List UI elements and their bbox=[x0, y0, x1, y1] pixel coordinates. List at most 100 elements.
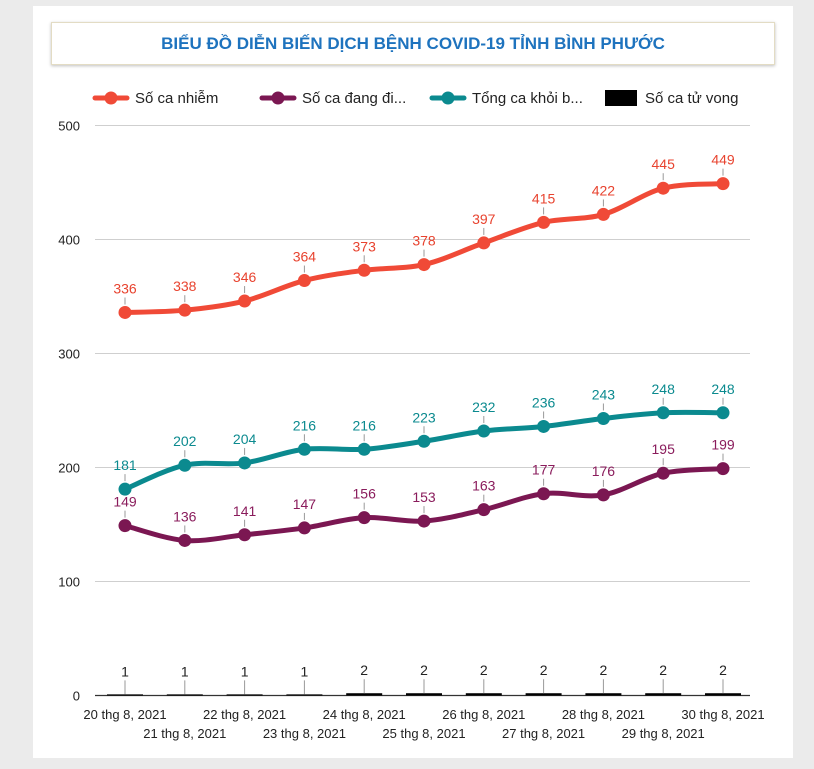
data-label: 216 bbox=[353, 417, 377, 433]
data-label: 1 bbox=[241, 663, 249, 679]
bar-3-1 bbox=[166, 694, 203, 696]
point-0-7 bbox=[537, 215, 551, 229]
data-label: 176 bbox=[592, 463, 616, 479]
data-label: 153 bbox=[412, 489, 436, 505]
point-1-5 bbox=[417, 514, 431, 528]
bar-3-8 bbox=[585, 693, 622, 696]
y-tick-label: 200 bbox=[58, 461, 80, 476]
data-label: 232 bbox=[472, 399, 496, 415]
data-label: 364 bbox=[293, 249, 317, 265]
data-label: 163 bbox=[472, 478, 496, 494]
legend-label-1: Số ca đang đi... bbox=[302, 90, 406, 107]
chart-card bbox=[33, 6, 793, 758]
point-1-9 bbox=[656, 466, 670, 480]
data-label: 202 bbox=[173, 433, 197, 449]
data-label: 204 bbox=[233, 431, 257, 447]
point-1-8 bbox=[596, 488, 610, 502]
bar-3-3 bbox=[286, 694, 323, 696]
data-label: 397 bbox=[472, 211, 496, 227]
data-label: 1 bbox=[121, 663, 129, 679]
point-0-4 bbox=[357, 263, 371, 277]
y-tick-label: 0 bbox=[73, 689, 80, 704]
point-1-3 bbox=[297, 521, 311, 535]
point-0-6 bbox=[477, 236, 491, 250]
x-tick-label: 22 thg 8, 2021 bbox=[203, 707, 286, 722]
x-tick-label: 30 thg 8, 2021 bbox=[681, 707, 764, 722]
data-label: 1 bbox=[301, 663, 309, 679]
point-2-0 bbox=[118, 482, 132, 496]
legend-marker-2 bbox=[441, 91, 455, 105]
point-2-7 bbox=[537, 419, 551, 433]
data-label: 2 bbox=[659, 662, 667, 678]
x-tick-label: 25 thg 8, 2021 bbox=[382, 726, 465, 741]
data-label: 156 bbox=[353, 486, 377, 502]
data-label: 147 bbox=[293, 496, 317, 512]
chart-title-box: BIỂU ĐỒ DIỄN BIẾN DỊCH BỆNH COVID-19 TỈN… bbox=[51, 22, 775, 65]
data-label: 236 bbox=[532, 394, 556, 410]
point-2-5 bbox=[417, 434, 431, 448]
data-label: 223 bbox=[412, 409, 436, 425]
x-tick-label: 28 thg 8, 2021 bbox=[562, 707, 645, 722]
data-label: 445 bbox=[652, 156, 676, 172]
data-label: 336 bbox=[113, 280, 137, 296]
legend-marker-1 bbox=[271, 91, 285, 105]
chart-title: BIỂU ĐỒ DIỄN BIẾN DỊCH BỆNH COVID-19 TỈN… bbox=[161, 33, 665, 53]
data-label: 2 bbox=[719, 662, 727, 678]
bar-3-9 bbox=[645, 693, 682, 696]
point-0-8 bbox=[596, 207, 610, 221]
point-2-8 bbox=[596, 411, 610, 425]
point-0-1 bbox=[178, 303, 192, 317]
legend-label-0: Số ca nhiễm bbox=[135, 90, 218, 107]
point-0-10 bbox=[716, 177, 730, 191]
bar-3-2 bbox=[226, 694, 263, 696]
point-1-4 bbox=[357, 511, 371, 525]
data-label: 149 bbox=[113, 494, 137, 510]
bar-3-4 bbox=[346, 693, 383, 696]
x-tick-label: 27 thg 8, 2021 bbox=[502, 726, 585, 741]
data-label: 195 bbox=[652, 441, 676, 457]
legend-label-3: Số ca tử vong bbox=[645, 90, 738, 107]
point-0-2 bbox=[238, 294, 252, 308]
point-1-10 bbox=[716, 462, 730, 476]
bar-3-7 bbox=[525, 693, 562, 696]
point-2-9 bbox=[656, 406, 670, 420]
point-1-2 bbox=[238, 528, 252, 542]
x-tick-label: 29 thg 8, 2021 bbox=[622, 726, 705, 741]
x-tick-label: 21 thg 8, 2021 bbox=[143, 726, 226, 741]
data-label: 2 bbox=[600, 662, 608, 678]
bar-3-10 bbox=[705, 693, 741, 696]
point-2-2 bbox=[238, 456, 252, 470]
data-label: 1 bbox=[181, 663, 189, 679]
data-label: 136 bbox=[173, 508, 197, 524]
data-label: 415 bbox=[532, 190, 556, 206]
data-label: 248 bbox=[711, 381, 735, 397]
x-tick-label: 23 thg 8, 2021 bbox=[263, 726, 346, 741]
point-2-6 bbox=[477, 424, 491, 438]
point-0-3 bbox=[297, 274, 311, 288]
data-label: 422 bbox=[592, 182, 616, 198]
data-label: 2 bbox=[360, 662, 368, 678]
y-tick-label: 100 bbox=[58, 575, 80, 590]
data-label: 177 bbox=[532, 462, 556, 478]
data-label: 373 bbox=[353, 238, 377, 254]
point-2-1 bbox=[178, 458, 192, 472]
point-0-0 bbox=[118, 305, 132, 319]
x-tick-label: 20 thg 8, 2021 bbox=[83, 707, 166, 722]
data-label: 248 bbox=[652, 381, 676, 397]
bar-3-5 bbox=[406, 693, 442, 696]
x-tick-label: 24 thg 8, 2021 bbox=[323, 707, 406, 722]
data-label: 216 bbox=[293, 417, 317, 433]
point-1-1 bbox=[178, 533, 192, 547]
data-label: 199 bbox=[711, 437, 735, 453]
legend-label-2: Tổng ca khỏi b... bbox=[472, 90, 583, 107]
point-0-9 bbox=[656, 181, 670, 195]
data-label: 378 bbox=[412, 233, 436, 249]
point-1-6 bbox=[477, 503, 491, 517]
data-label: 338 bbox=[173, 278, 197, 294]
data-label: 449 bbox=[711, 152, 735, 168]
data-label: 2 bbox=[540, 662, 548, 678]
legend-swatch-3 bbox=[605, 90, 637, 106]
data-label: 2 bbox=[480, 662, 488, 678]
data-label: 243 bbox=[592, 386, 616, 402]
